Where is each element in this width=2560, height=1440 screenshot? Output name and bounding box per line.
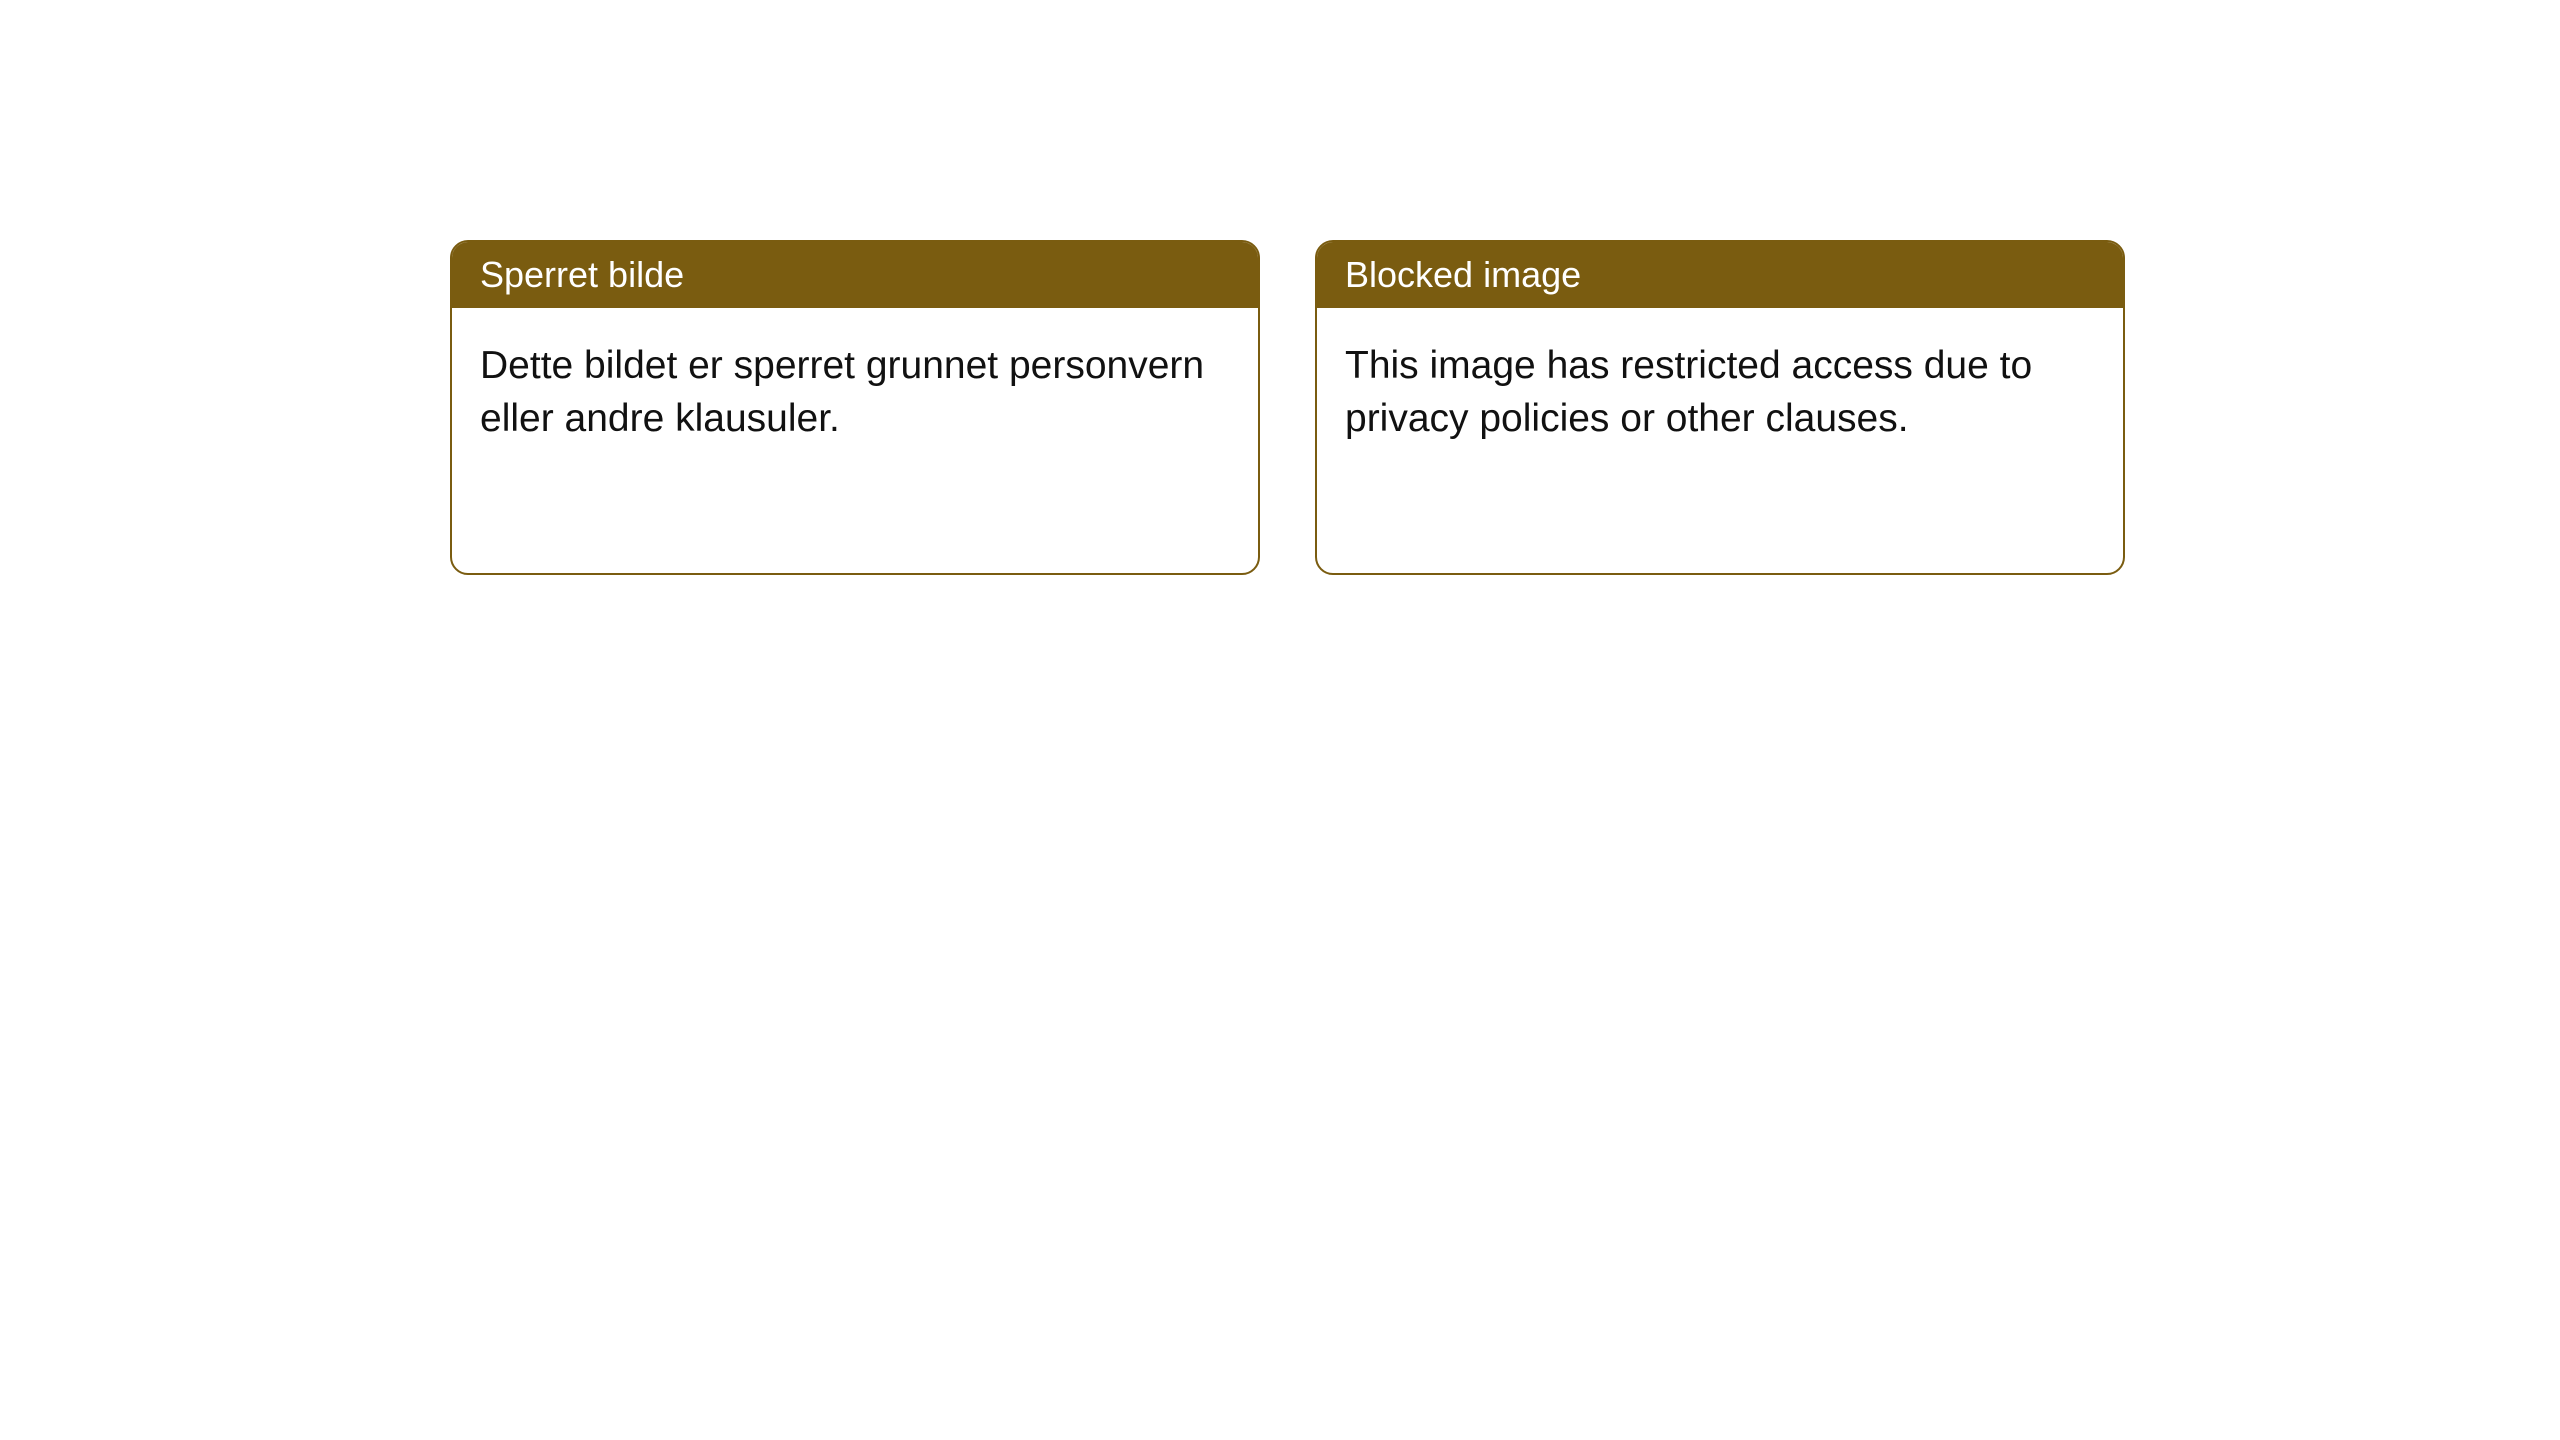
notice-card-english: Blocked image This image has restricted … xyxy=(1315,240,2125,575)
notice-title-english: Blocked image xyxy=(1317,242,2123,308)
notice-card-norwegian: Sperret bilde Dette bildet er sperret gr… xyxy=(450,240,1260,575)
notice-container: Sperret bilde Dette bildet er sperret gr… xyxy=(450,240,2125,575)
notice-body-norwegian: Dette bildet er sperret grunnet personve… xyxy=(452,308,1258,477)
notice-title-norwegian: Sperret bilde xyxy=(452,242,1258,308)
notice-body-english: This image has restricted access due to … xyxy=(1317,308,2123,477)
